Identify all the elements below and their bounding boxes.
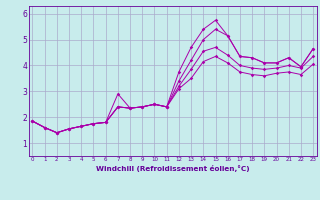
X-axis label: Windchill (Refroidissement éolien,°C): Windchill (Refroidissement éolien,°C) <box>96 165 250 172</box>
